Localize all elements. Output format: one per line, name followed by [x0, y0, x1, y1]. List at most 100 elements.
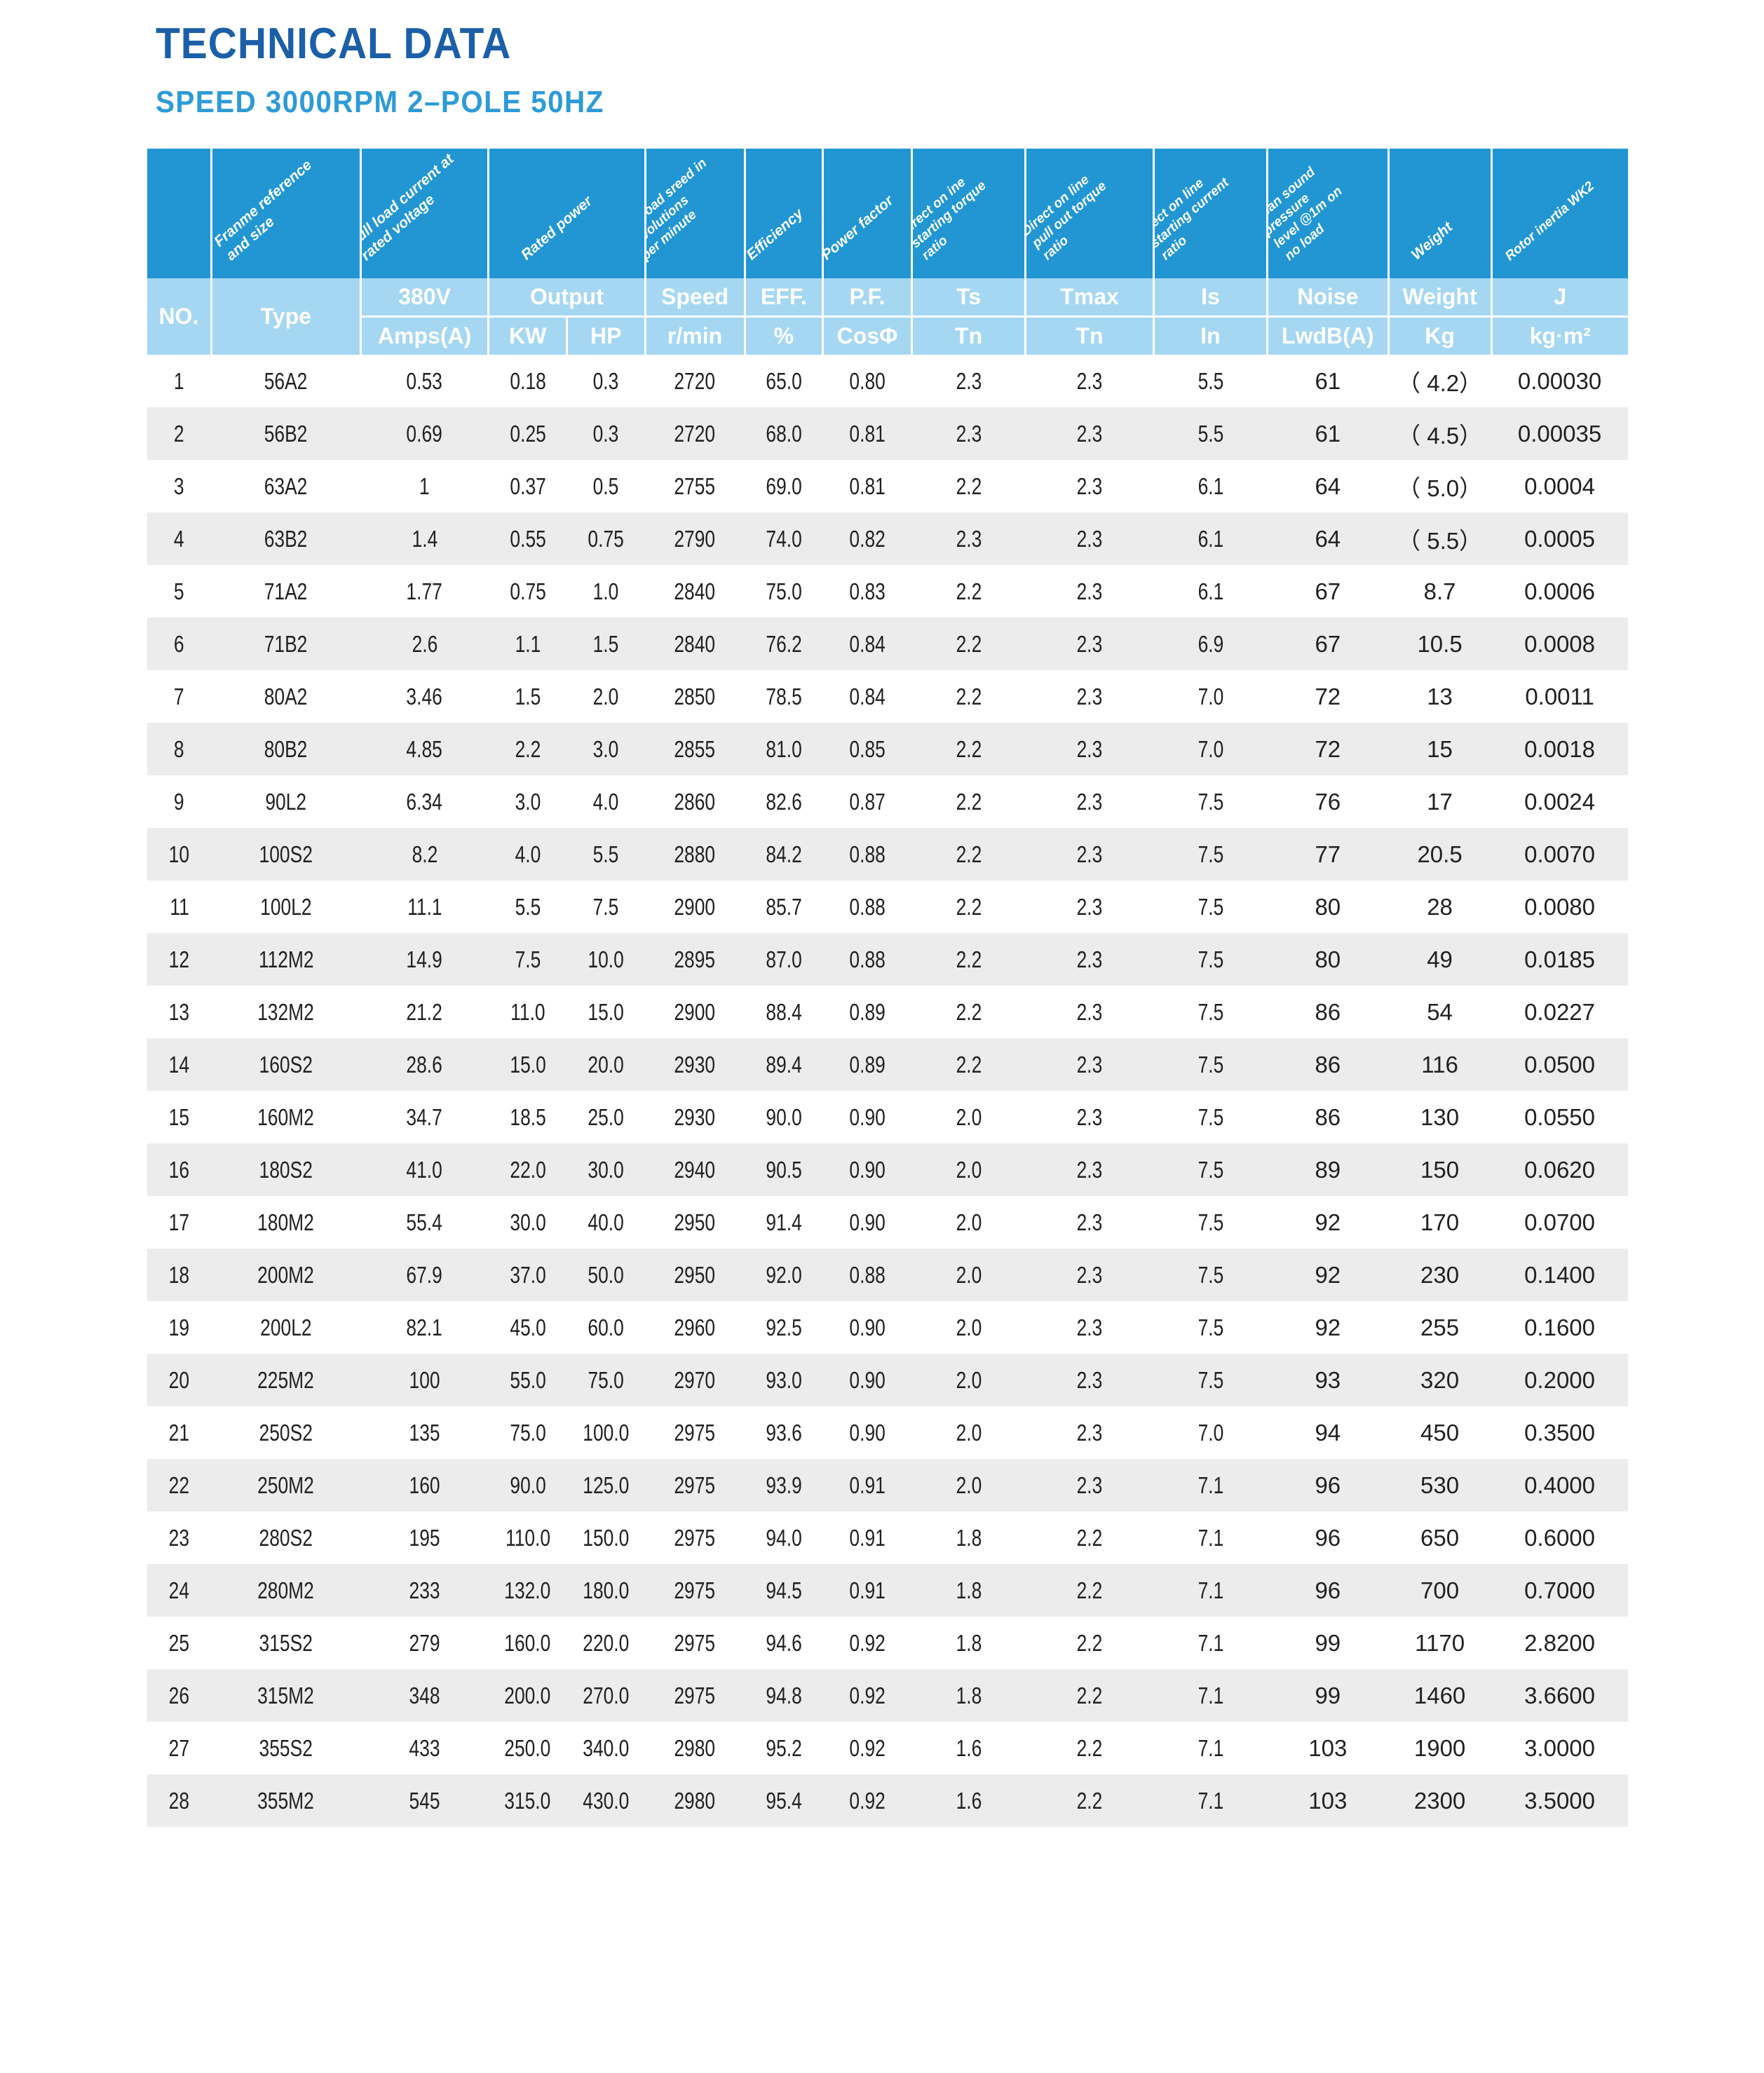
table-cell: 89.4	[745, 1038, 823, 1091]
table-row: 3 63A2 1 0.37 0.5 2755 69.0 0.81 2.2 2.3 6.1 64 （ 5.…	[147, 460, 1628, 512]
table-cell: 7.5	[1153, 1301, 1268, 1354]
table-cell: 13	[147, 986, 212, 1038]
table-cell: 125.0	[566, 1459, 646, 1511]
table-cell: 2.0	[911, 1406, 1026, 1459]
unit-header-kgm2: kg·m²	[1491, 316, 1628, 355]
table-cell: 2.3	[1025, 1196, 1154, 1249]
col-header-noise: Noise	[1267, 278, 1390, 318]
table-cell: 10	[147, 828, 212, 881]
table-cell: 93.6	[745, 1406, 823, 1459]
table-cell: 63B2	[211, 512, 361, 565]
unit-header-cosphi: CosΦ	[822, 316, 913, 355]
table-cell: 80	[1267, 881, 1389, 933]
table-cell: 67	[1267, 618, 1389, 670]
rot-label: Weight	[1408, 219, 1456, 264]
table-cell: 86	[1267, 1091, 1389, 1143]
table-cell: 2.3	[911, 512, 1026, 565]
table-cell: 30.0	[488, 1196, 567, 1249]
table-cell: 0.90	[822, 1406, 912, 1459]
rot-label: Rated power	[518, 193, 596, 264]
table-cell: 116	[1388, 1038, 1492, 1091]
table-cell: 55.0	[488, 1354, 567, 1406]
table-cell: 65.0	[745, 355, 823, 407]
table-cell: 0.69	[360, 407, 489, 460]
table-cell: 2975	[645, 1459, 745, 1511]
table-cell: 80B2	[211, 723, 361, 775]
table-cell: 2.3	[1025, 775, 1154, 828]
table-cell: 0.91	[822, 1511, 912, 1564]
table-cell: 15	[1388, 723, 1492, 775]
table-cell: 0.84	[822, 618, 912, 670]
table-cell: 2.3	[1025, 1091, 1154, 1143]
table-row: 6 71B2 2.6 1.1 1.5 2840 76.2 0.84 2.2 2.3 6.9 67 10.…	[147, 618, 1628, 670]
table-row: 18 200M2 67.9 37.0 50.0 2950 92.0 0.88 2.0 2.3 7.5…	[147, 1249, 1628, 1301]
table-cell: 0.83	[822, 565, 912, 618]
rot-label: Direct on ine starting torque ratio	[911, 175, 989, 264]
col-header-pf: P.F.	[822, 278, 913, 318]
table-cell: 7.0	[1153, 1406, 1268, 1459]
table-cell: 78.5	[745, 670, 823, 723]
table-cell: 23	[147, 1511, 212, 1564]
table-cell: 75.0	[488, 1406, 567, 1459]
table-cell: 2720	[645, 407, 745, 460]
rot-label: Franme reference and size	[211, 156, 315, 264]
table-row: 10 100S2 8.2 4.0 5.5 2880 84.2 0.88 2.2 2.3 7.5 77 2…	[147, 828, 1628, 881]
table-cell: 82.6	[745, 775, 823, 828]
table-cell: 15.0	[566, 986, 646, 1038]
table-cell: 2.3	[1025, 460, 1154, 512]
table-cell: 2.3	[1025, 1301, 1154, 1354]
table-cell: 10.5	[1388, 618, 1492, 670]
unit-header-kg: Kg	[1388, 316, 1493, 355]
table-cell: 93	[1267, 1354, 1389, 1406]
table-cell: 0.85	[822, 723, 912, 775]
table-cell: 7.1	[1153, 1511, 1268, 1564]
table-cell: 0.25	[488, 407, 567, 460]
table-cell: 180S2	[211, 1143, 361, 1196]
table-cell: 5	[147, 565, 212, 618]
table-cell: 2.2	[911, 1038, 1026, 1091]
table-cell: 2.3	[1025, 618, 1154, 670]
table-cell: 3	[147, 460, 212, 512]
table-cell: 180M2	[211, 1196, 361, 1249]
table-cell: 2.3	[1025, 723, 1154, 775]
table-cell: 150.0	[566, 1511, 646, 1564]
table-cell: 0.4000	[1491, 1459, 1628, 1511]
table-cell: 67.9	[360, 1249, 489, 1301]
table-cell: 18	[147, 1249, 212, 1301]
table-cell: 7.1	[1153, 1617, 1268, 1669]
table-cell: 2.2	[1025, 1669, 1154, 1722]
table-cell: 2.2	[1025, 1722, 1154, 1774]
table-cell: 2970	[645, 1354, 745, 1406]
table-cell: 7.0	[1153, 670, 1268, 723]
table-cell: 90L2	[211, 775, 361, 828]
table-cell: 2960	[645, 1301, 745, 1354]
table-cell: 7.5	[1153, 1091, 1268, 1143]
table-row: 22 250M2 160 90.0 125.0 2975 93.9 0.91 2.0 2.3 7.1…	[147, 1459, 1628, 1511]
table-row: 23 280S2 195 110.0 150.0 2975 94.0 0.91 1.8 2.2 7.…	[147, 1511, 1628, 1564]
table-cell: 61	[1267, 407, 1389, 460]
col-header-j: J	[1491, 278, 1628, 318]
table-cell: 14.9	[360, 933, 489, 986]
table-cell: 11.0	[488, 986, 567, 1038]
table-cell: 0.0185	[1491, 933, 1628, 986]
table-cell: 2.0	[911, 1301, 1026, 1354]
table-cell: 8.2	[360, 828, 489, 881]
table-cell: 2.0	[911, 1354, 1026, 1406]
table-cell: 0.0005	[1491, 512, 1628, 565]
table-cell: 0.55	[488, 512, 567, 565]
table-cell: 1.5	[488, 670, 567, 723]
table-cell: 2840	[645, 565, 745, 618]
rot-label: Rotor inertia WK2	[1502, 178, 1598, 264]
table-cell: 87.0	[745, 933, 823, 986]
table-cell: 4.0	[566, 775, 646, 828]
table-cell: 0.0080	[1491, 881, 1628, 933]
table-cell: 1.8	[911, 1511, 1026, 1564]
table-cell: 2.2	[1025, 1564, 1154, 1617]
table-cell: 91.4	[745, 1196, 823, 1249]
table-cell: 195	[360, 1511, 489, 1564]
unit-header-lwdb: LwdB(A)	[1267, 316, 1390, 355]
table-cell: 67	[1267, 565, 1389, 618]
table-cell: 0.92	[822, 1774, 912, 1827]
table-cell: 81.0	[745, 723, 823, 775]
table-cell: 0.81	[822, 407, 912, 460]
